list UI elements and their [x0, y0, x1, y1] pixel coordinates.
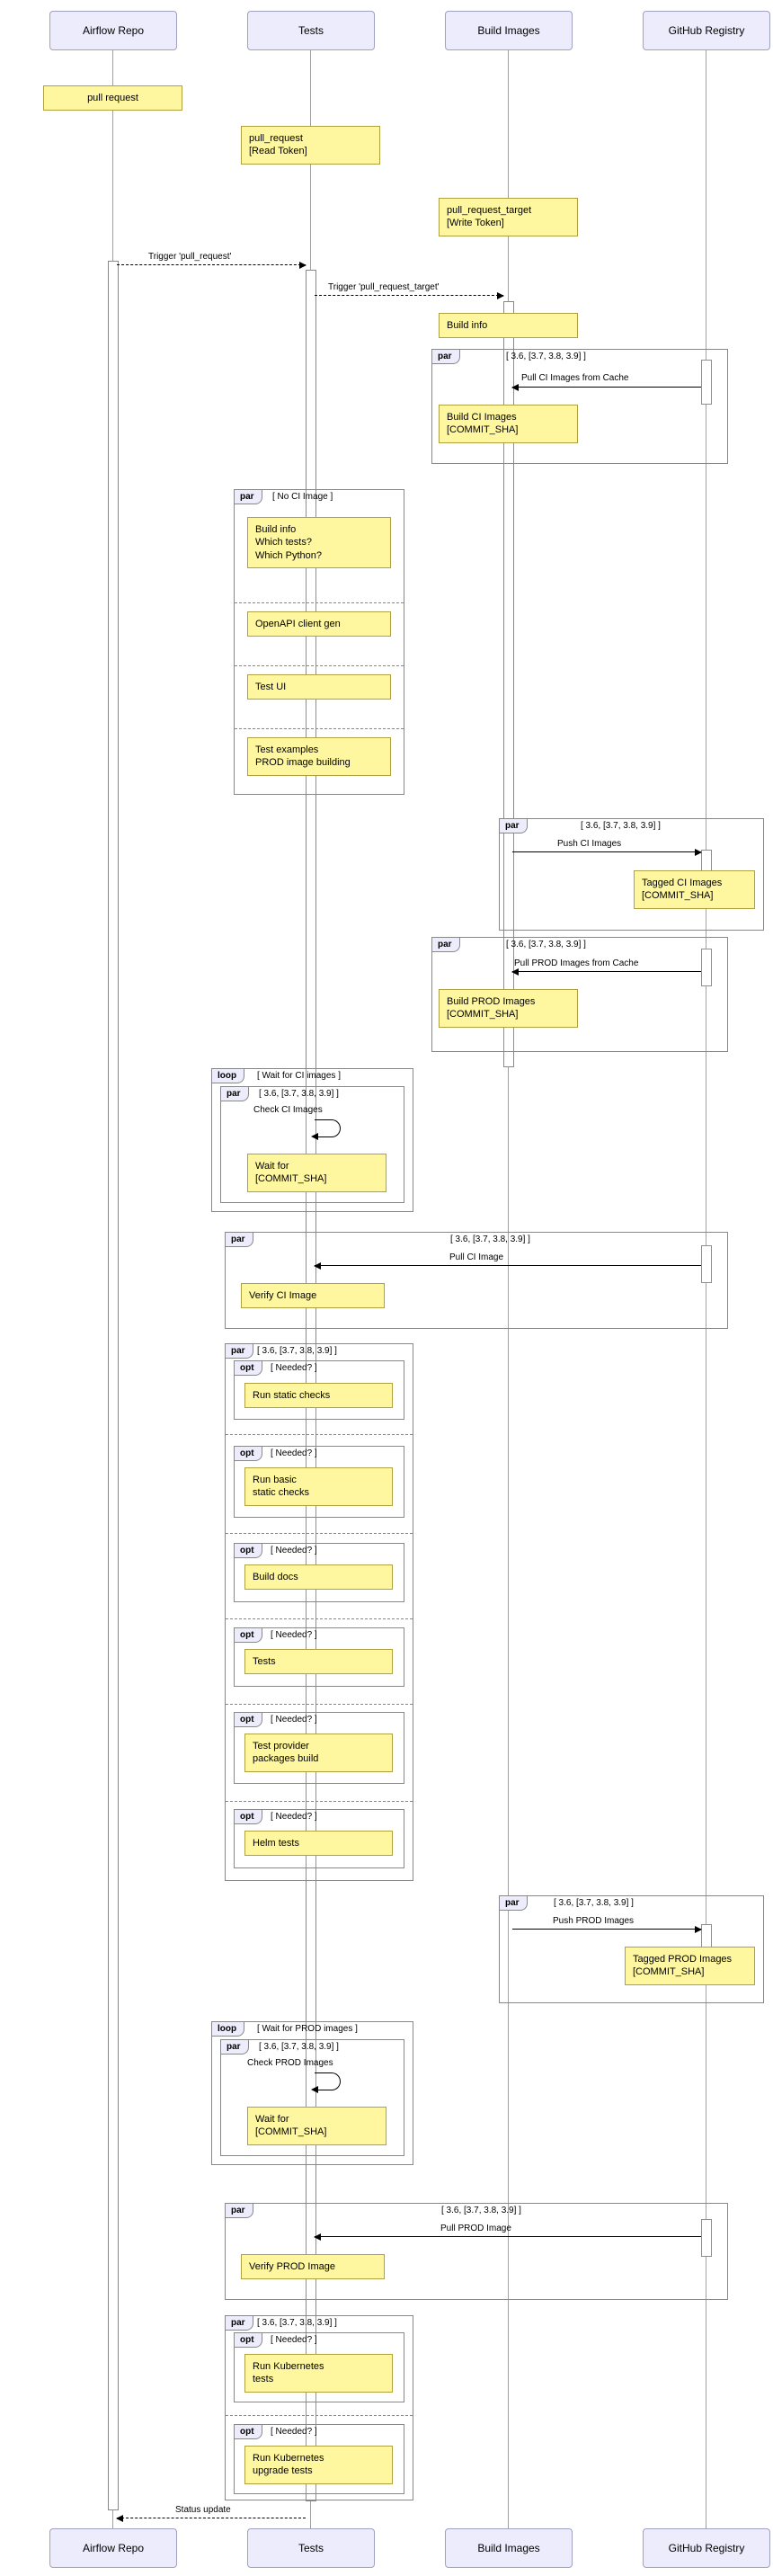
- note-build-info: Build info: [439, 313, 578, 338]
- note-tagged-prod: Tagged PROD Images[COMMIT_SHA]: [625, 1947, 755, 1985]
- frame-cond: [ 3.6, [3.7, 3.8, 3.9] ]: [506, 352, 586, 361]
- note-pr-target: pull_request_target[Write Token]: [439, 198, 578, 236]
- note-tagged-ci: Tagged CI Images[COMMIT_SHA]: [634, 870, 755, 909]
- note-k8s-upgrade: Run Kubernetesupgrade tests: [244, 2446, 393, 2484]
- note-wait-sha-2: Wait for[COMMIT_SHA]: [247, 2107, 386, 2145]
- msg-trigger-pr: Trigger 'pull_request': [148, 252, 231, 262]
- arrow-trigger-prt: [315, 295, 503, 296]
- actor-airflow-top: Airflow Repo: [49, 11, 177, 50]
- msg-trigger-prt: Trigger 'pull_request_target': [328, 282, 440, 292]
- msg-pull-prod: Pull PROD Image: [440, 2224, 511, 2233]
- arrow-push-prod: [512, 1929, 701, 1930]
- actor-build-bot: Build Images: [445, 2528, 573, 2568]
- arrow-pull-ci: [315, 1265, 701, 1266]
- msg-pull-ci-cache: Pull CI Images from Cache: [521, 373, 629, 383]
- note-verify-prod: Verify PROD Image: [241, 2254, 385, 2279]
- note-basic: Run basicstatic checks: [244, 1467, 393, 1506]
- note-pr-read: pull_request[Read Token]: [241, 126, 380, 165]
- note-k8s: Run Kubernetestests: [244, 2354, 393, 2393]
- msg-pull-prod-cache: Pull PROD Images from Cache: [514, 958, 638, 968]
- note-test-ui: Test UI: [247, 674, 391, 700]
- note-wait-sha-1: Wait for[COMMIT_SHA]: [247, 1154, 386, 1192]
- arrow-trigger-pr: [117, 264, 306, 265]
- msg-check-prod: Check PROD Images: [247, 2058, 333, 2068]
- actor-tests-top: Tests: [247, 11, 375, 50]
- msg-push-prod: Push PROD Images: [553, 1916, 634, 1926]
- note-helm: Helm tests: [244, 1831, 393, 1856]
- actor-tests-bot: Tests: [247, 2528, 375, 2568]
- actor-airflow-bot: Airflow Repo: [49, 2528, 177, 2568]
- frame-pull-ci: par [ 3.6, [3.7, 3.8, 3.9] ]: [225, 1232, 728, 1329]
- msg-check-ci: Check CI Images: [253, 1105, 323, 1115]
- msg-status: Status update: [175, 2505, 231, 2515]
- selfloop-check-ci: [315, 1119, 341, 1137]
- note-verify-ci: Verify CI Image: [241, 1283, 385, 1308]
- actor-registry-bot: GitHub Registry: [643, 2528, 770, 2568]
- note-docs: Build docs: [244, 1564, 393, 1590]
- note-static: Run static checks: [244, 1383, 393, 1408]
- frame-par-tests: par [ 3.6, [3.7, 3.8, 3.9] ]: [225, 1343, 413, 1881]
- activation-airflow: [108, 261, 119, 2510]
- note-test-examples: Test examplesPROD image building: [247, 737, 391, 776]
- actor-build-top: Build Images: [445, 11, 573, 50]
- note-provider: Test providerpackages build: [244, 1734, 393, 1772]
- note-build-prod: Build PROD Images[COMMIT_SHA]: [439, 989, 578, 1028]
- note-tests: Tests: [244, 1649, 393, 1674]
- msg-push-ci: Push CI Images: [557, 839, 621, 849]
- note-openapi: OpenAPI client gen: [247, 611, 391, 637]
- selfloop-check-prod: [315, 2072, 341, 2090]
- msg-pull-ci: Pull CI Image: [449, 1252, 503, 1262]
- arrow-pull-ci-cache: [512, 387, 701, 388]
- sequence-diagram: Airflow Repo Tests Build Images GitHub R…: [0, 0, 773, 2576]
- frame-pull-prod: par [ 3.6, [3.7, 3.8, 3.9] ]: [225, 2203, 728, 2300]
- note-build-ci: Build CI Images[COMMIT_SHA]: [439, 405, 578, 443]
- note-build-info-which: Build infoWhich tests?Which Python?: [247, 517, 391, 568]
- arrow-pull-prod-cache: [512, 971, 701, 972]
- frame-label-par: par: [432, 350, 460, 364]
- actor-registry-top: GitHub Registry: [643, 11, 770, 50]
- note-pull-request: pull request: [43, 85, 182, 111]
- arrow-push-ci: [512, 851, 701, 852]
- arrow-pull-prod: [315, 2236, 701, 2237]
